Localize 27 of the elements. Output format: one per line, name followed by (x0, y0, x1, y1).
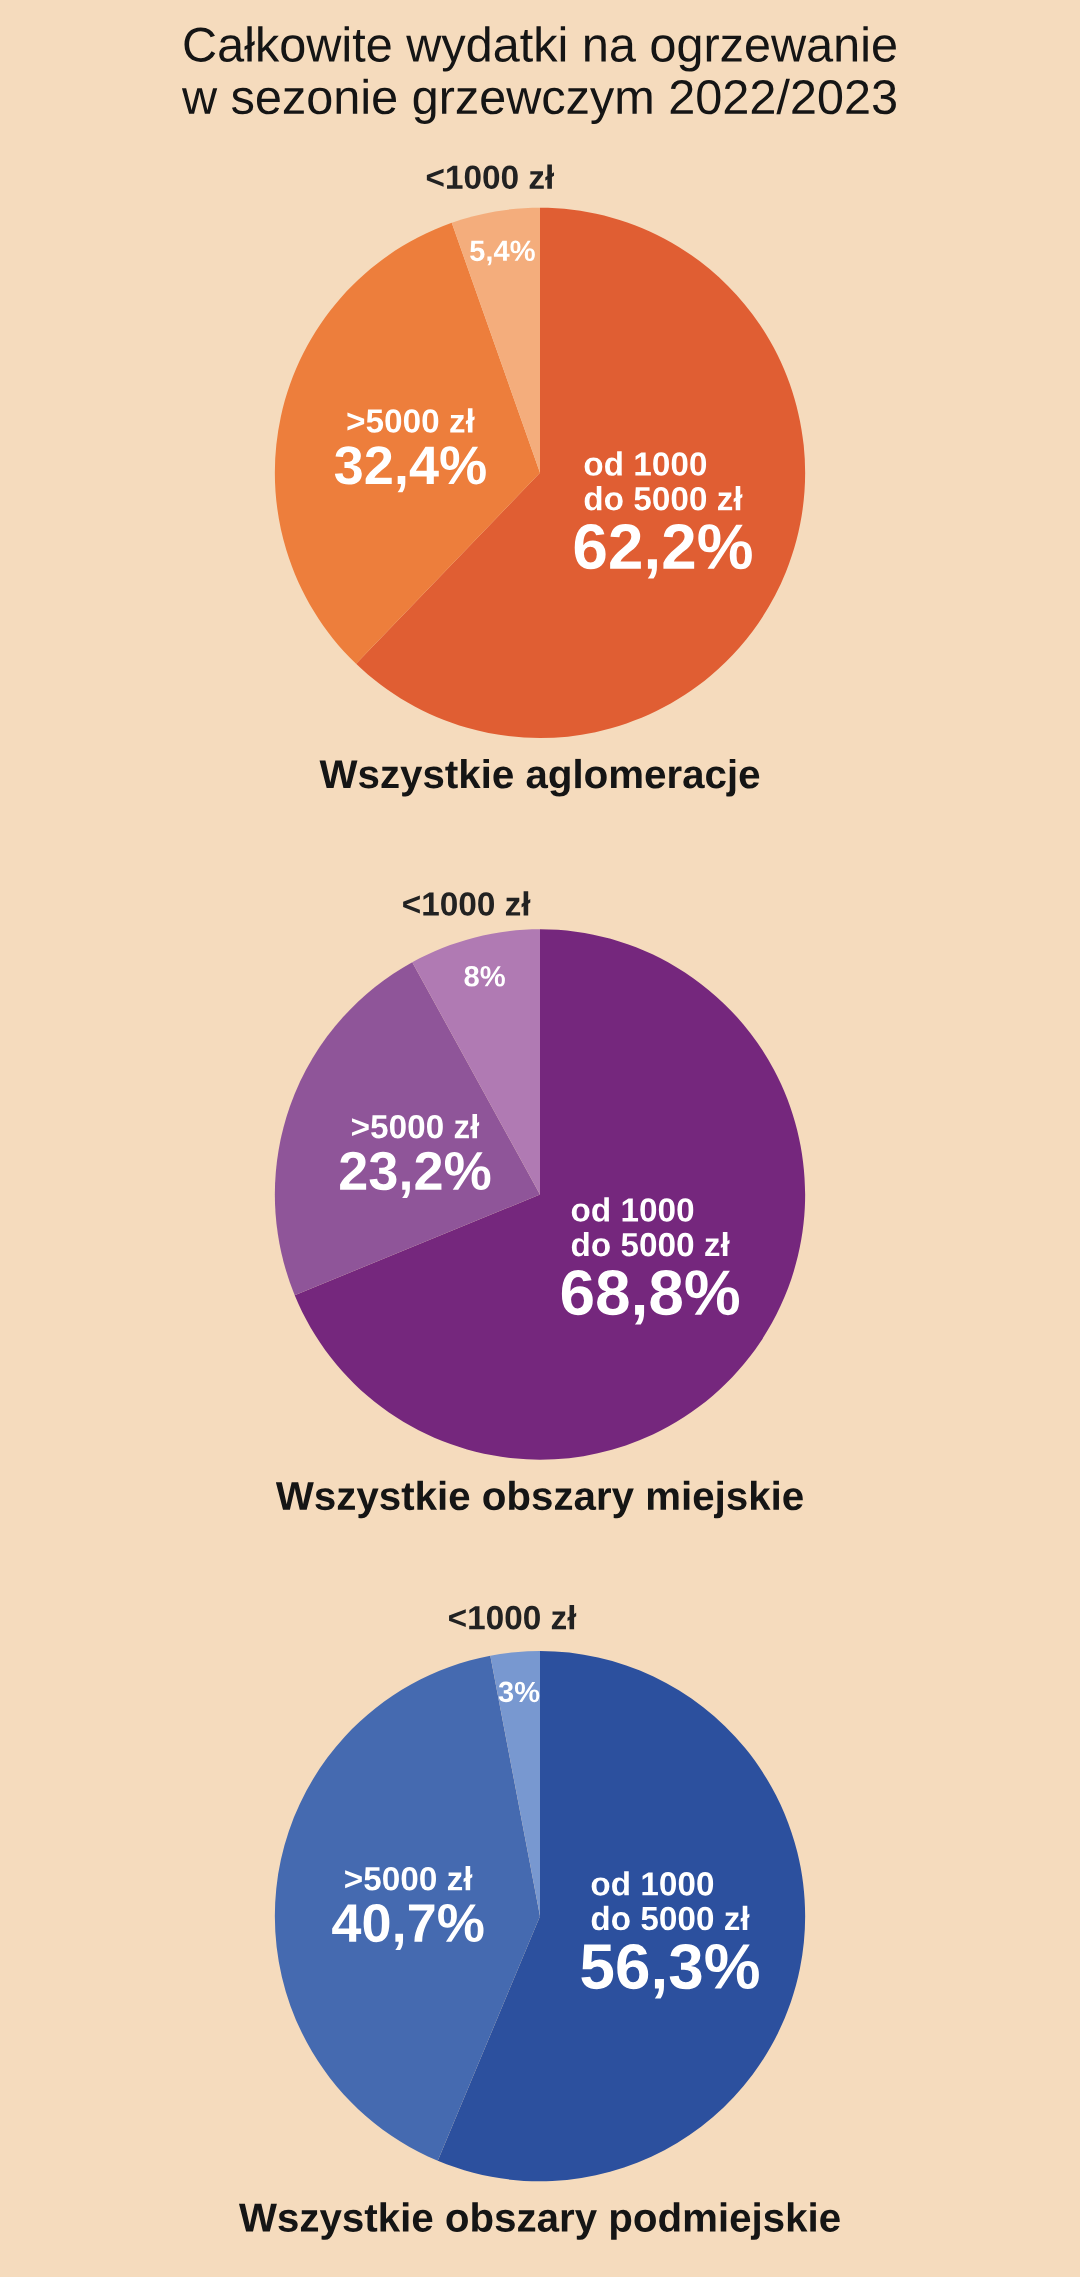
text: Wszystkie aglomeracje (319, 758, 760, 797)
slice-label: <1000 zł (426, 164, 555, 190)
data-label: 8% (464, 965, 505, 987)
data-label: 23,2% (340, 1151, 491, 1199)
pie-slice (294, 929, 806, 1460)
data-label: 5,4% (470, 240, 535, 266)
chart-title: Całkowite wydatki na ogrzewanie w sezonie grzewczym 2022/2023 (181, 26, 896, 124)
data-label: 40,7% (332, 1903, 484, 1951)
data-label: 56,3% (581, 1943, 759, 1999)
text: Wszystkie obszary podmiejskie (238, 2202, 840, 2240)
data-label: 3% (498, 1681, 540, 1703)
pie-slice (490, 1651, 540, 1917)
data-label: 68,8% (561, 1270, 740, 1325)
slice-label: <1000 zł (449, 1604, 577, 1630)
text: Wszystkie obszary miejskie (275, 1480, 803, 1519)
slice-label: od 1000 do 5000 zł (584, 451, 743, 511)
pie-slice (274, 222, 540, 664)
slice-label: >5000 zł (351, 1114, 480, 1139)
pie-slice (274, 962, 540, 1296)
slice-label: <1000 zł (403, 891, 531, 916)
data-label: 32,4% (334, 446, 486, 493)
data-label: 62,2% (574, 524, 752, 579)
slice-label: >5000 zł (347, 408, 475, 433)
slice-label: od 1000 do 5000 zł (571, 1197, 730, 1257)
pie-slice (274, 1655, 540, 2161)
slice-label: od 1000 do 5000 zł (591, 1871, 750, 1931)
slice-label: >5000 zł (345, 1866, 473, 1891)
